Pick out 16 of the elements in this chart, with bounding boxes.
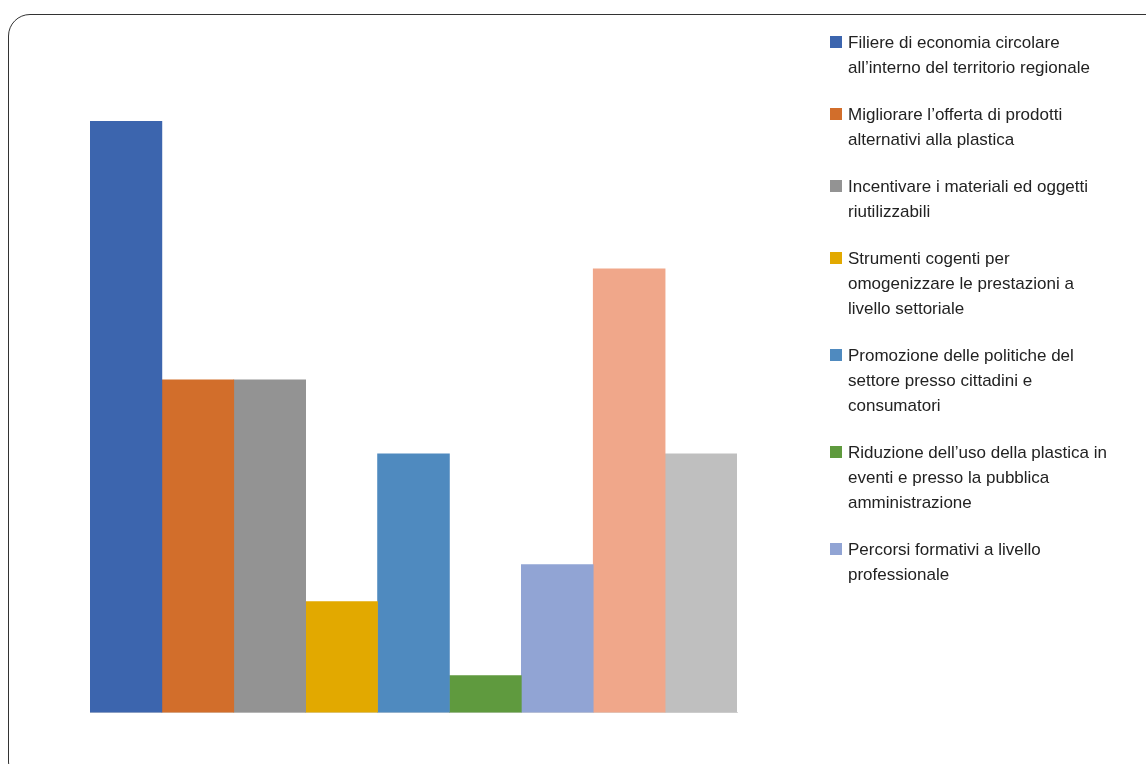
- legend-label: Strumenti cogenti per omogenizzare le prestazioni a livello settoriale: [848, 248, 1075, 320]
- bar: [377, 453, 450, 713]
- legend-label: Migliorare l’offerta di prodotti alternativi alla plastica: [848, 104, 1064, 151]
- bar: [521, 564, 594, 713]
- legend-label: Promozione delle politiche del settore presso cittadini e consumatori: [848, 345, 1075, 417]
- legend-label: Incentivare i materiali ed oggetti riutilizzabili: [848, 176, 1090, 223]
- bar: [305, 601, 378, 713]
- bar: [161, 379, 235, 713]
- bar: [664, 453, 737, 713]
- bar: [90, 121, 163, 713]
- legend-label: Percorsi formativi a livello professionale: [848, 539, 1042, 586]
- legend-label: Filiere di economia circolare all’interno del territorio regionale: [848, 32, 1091, 79]
- legend-label: Riduzione dell’uso della plastica in eventi e presso la pubblica amministrazione: [848, 442, 1108, 514]
- bar: [592, 268, 666, 713]
- bar: [233, 379, 306, 713]
- bar: [449, 675, 522, 713]
